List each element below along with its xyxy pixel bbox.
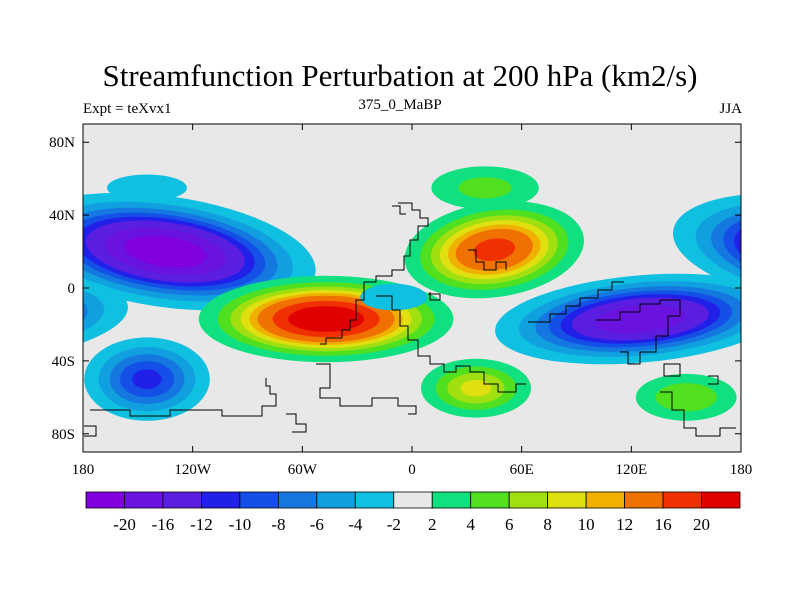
- colorbar-label: 6: [505, 515, 514, 534]
- colorbar-label: -12: [190, 515, 213, 534]
- experiment-label: Expt = teXvx1: [83, 101, 172, 117]
- contour-band: [655, 383, 717, 412]
- colorbar-label: 8: [543, 515, 552, 534]
- contour-band: [595, 304, 686, 334]
- colorbar-label: -16: [152, 515, 175, 534]
- x-tick-label: 60E: [510, 462, 534, 478]
- colorbar-swatch: [701, 491, 741, 509]
- x-tick-label: 180: [730, 462, 753, 478]
- colorbar-label: -20: [113, 515, 136, 534]
- season-label: JJA: [719, 101, 742, 117]
- y-tick-label: 80N: [49, 135, 75, 151]
- colorbar-label: 16: [655, 515, 672, 534]
- y-tick-label: 40S: [52, 354, 75, 370]
- colorbar-swatch: [431, 491, 472, 509]
- colorbar: -20 -16 -12 -10 -8 -6 -4 -2 2 4 6 8 10 12 16 20: [85, 491, 741, 534]
- contour-band: [107, 174, 187, 202]
- colorbar-label: -8: [271, 515, 285, 534]
- colorbar-label: 20: [693, 515, 710, 534]
- colorbar-swatch: [124, 491, 164, 509]
- colorbar-swatch: [662, 491, 702, 509]
- x-tick-label: 60W: [288, 462, 318, 478]
- x-tick-label: 120E: [615, 462, 647, 478]
- contour-band: [458, 177, 512, 199]
- colorbar-label: 4: [466, 515, 475, 534]
- x-tick-label: 180: [72, 462, 95, 478]
- colorbar-swatch: [85, 491, 125, 509]
- colorbar-swatch: [547, 491, 587, 509]
- colorbar-swatch: [624, 491, 664, 509]
- colorbar-swatch: [585, 491, 625, 509]
- x-tick-label: 120W: [174, 462, 212, 478]
- colorbar-label: -10: [229, 515, 252, 534]
- coastlines: [84, 202, 736, 437]
- colorbar-swatch: [277, 491, 318, 509]
- colorbar-swatch: [508, 491, 549, 509]
- colorbar-swatch: [316, 491, 356, 509]
- colorbar-label: -6: [310, 515, 324, 534]
- y-tick-label: 0: [68, 281, 76, 297]
- colorbar-swatch: [239, 491, 279, 509]
- y-tick-label: 80S: [52, 427, 75, 443]
- colorbar-swatch: [393, 491, 433, 509]
- colorbar-label: -2: [387, 515, 401, 534]
- contour-band: [473, 238, 516, 261]
- colorbar-swatch: [201, 491, 241, 509]
- colorbar-swatch: [162, 491, 202, 509]
- colorbar-label: 12: [616, 515, 633, 534]
- contour-band: [360, 283, 428, 311]
- colorbar-label: 10: [578, 515, 595, 534]
- y-tick-label: 40N: [49, 208, 75, 224]
- axes: 180 120W 60W 0 60E 120E 180 80N 40N 0 40S 80S: [49, 124, 752, 478]
- contour-band: [288, 306, 364, 332]
- chart-title: Streamfunction Perturbation at 200 hPa (…: [102, 58, 698, 93]
- colorbar-label: -4: [348, 515, 363, 534]
- contour-field: [83, 124, 741, 452]
- chart-subtitle: 375_0_MaBP: [358, 97, 442, 113]
- colorbar-swatch: [354, 491, 395, 509]
- contour-band: [132, 369, 162, 389]
- colorbar-swatch: [470, 491, 510, 509]
- colorbar-label: 2: [428, 515, 437, 534]
- contour-band: [83, 286, 88, 352]
- contour-band: [460, 380, 492, 397]
- x-tick-label: 0: [408, 462, 416, 478]
- contour-band: [124, 235, 207, 268]
